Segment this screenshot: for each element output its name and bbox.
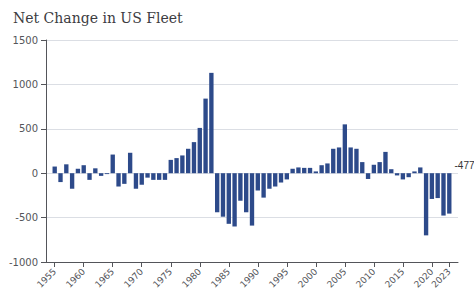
svg-text:-1000: -1000 [9,257,38,268]
svg-text:0: 0 [32,168,38,179]
svg-text:2010: 2010 [354,266,377,289]
svg-text:2020: 2020 [412,266,436,290]
svg-text:1500: 1500 [13,35,38,46]
svg-text:1990: 1990 [238,266,261,289]
svg-text:2023: 2023 [430,266,453,289]
svg-text:1960: 1960 [64,266,87,289]
svg-text:1955: 1955 [35,266,58,289]
svg-text:1995: 1995 [267,266,290,289]
svg-text:-477: -477 [454,160,474,171]
svg-text:2005: 2005 [325,266,348,289]
svg-text:1970: 1970 [122,266,145,289]
svg-text:1985: 1985 [209,266,232,289]
svg-text:Net Change in US Fleet: Net Change in US Fleet [13,10,183,26]
svg-text:500: 500 [19,123,38,134]
svg-text:1975: 1975 [151,266,174,289]
svg-text:-500: -500 [15,212,38,223]
svg-text:1980: 1980 [180,266,203,289]
svg-text:2015: 2015 [383,266,406,289]
svg-text:1000: 1000 [13,79,38,90]
svg-text:1965: 1965 [93,266,116,289]
svg-text:2000: 2000 [296,266,319,289]
